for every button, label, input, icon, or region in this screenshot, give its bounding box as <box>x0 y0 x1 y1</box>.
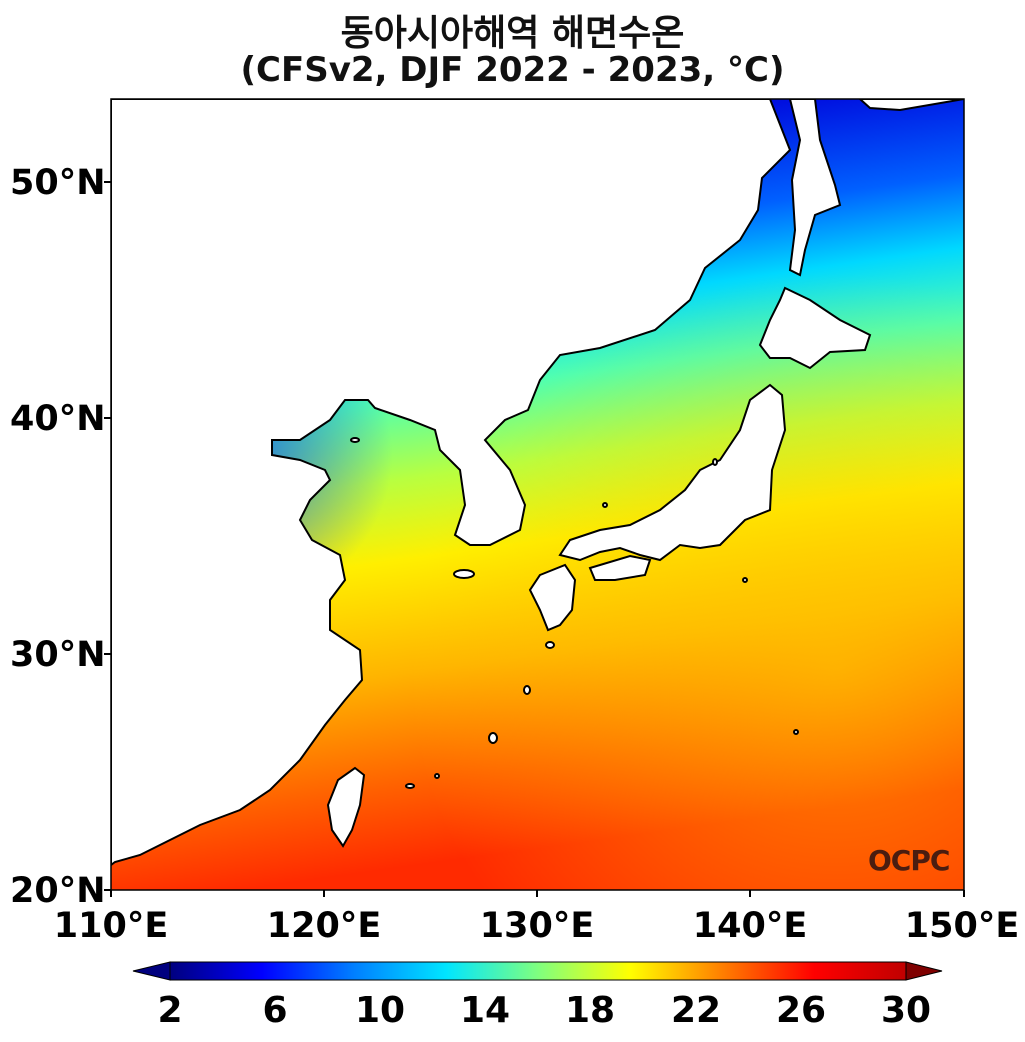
land-shikoku <box>588 554 652 581</box>
x-tick-label-150e: 150°E <box>904 906 1020 946</box>
y-tick-label-50n: 50°N <box>10 163 106 203</box>
x-tick-label-110e: 110°E <box>53 906 169 946</box>
colorbar-tick-22: 22 <box>670 990 722 1031</box>
colorbar-tick-14: 14 <box>459 990 511 1031</box>
colorbar-tick-6: 6 <box>262 990 288 1031</box>
y-tick-label-30n: 30°N <box>10 635 106 675</box>
colorbar-tick-30: 30 <box>880 990 932 1031</box>
colorbar-tick-2: 2 <box>157 990 183 1031</box>
colorbar-lower-extend <box>132 961 171 981</box>
land-jeju <box>453 569 475 579</box>
land-northeast <box>858 99 964 112</box>
axis-ticks <box>104 181 965 897</box>
land-asia <box>111 99 792 867</box>
small-islands <box>350 437 799 789</box>
land-kyushu <box>528 563 577 632</box>
colorbar-tick-26: 26 <box>775 990 827 1031</box>
map-title: 동아시아해역 해면수온 <box>340 13 685 54</box>
land-honshu <box>558 383 787 562</box>
colorbar-upper-extend <box>905 961 943 981</box>
y-tick-label-40n: 40°N <box>10 399 106 439</box>
x-tick-label-130e: 130°E <box>479 906 595 946</box>
x-tick-label-120e: 120°E <box>266 906 382 946</box>
land-hokkaido <box>758 286 872 370</box>
colorbar <box>169 961 907 981</box>
map-subtitle: (CFSv2, DJF 2022 - 2023, °C) <box>240 50 785 90</box>
ocpc-watermark: OCPC <box>868 844 950 877</box>
colorbar-tick-18: 18 <box>564 990 616 1031</box>
colorbar-tick-10: 10 <box>354 990 406 1031</box>
land-taiwan <box>326 766 366 848</box>
land-sakhalin <box>788 99 842 277</box>
x-tick-label-140e: 140°E <box>692 906 808 946</box>
y-tick-label-20n: 20°N <box>10 871 106 911</box>
